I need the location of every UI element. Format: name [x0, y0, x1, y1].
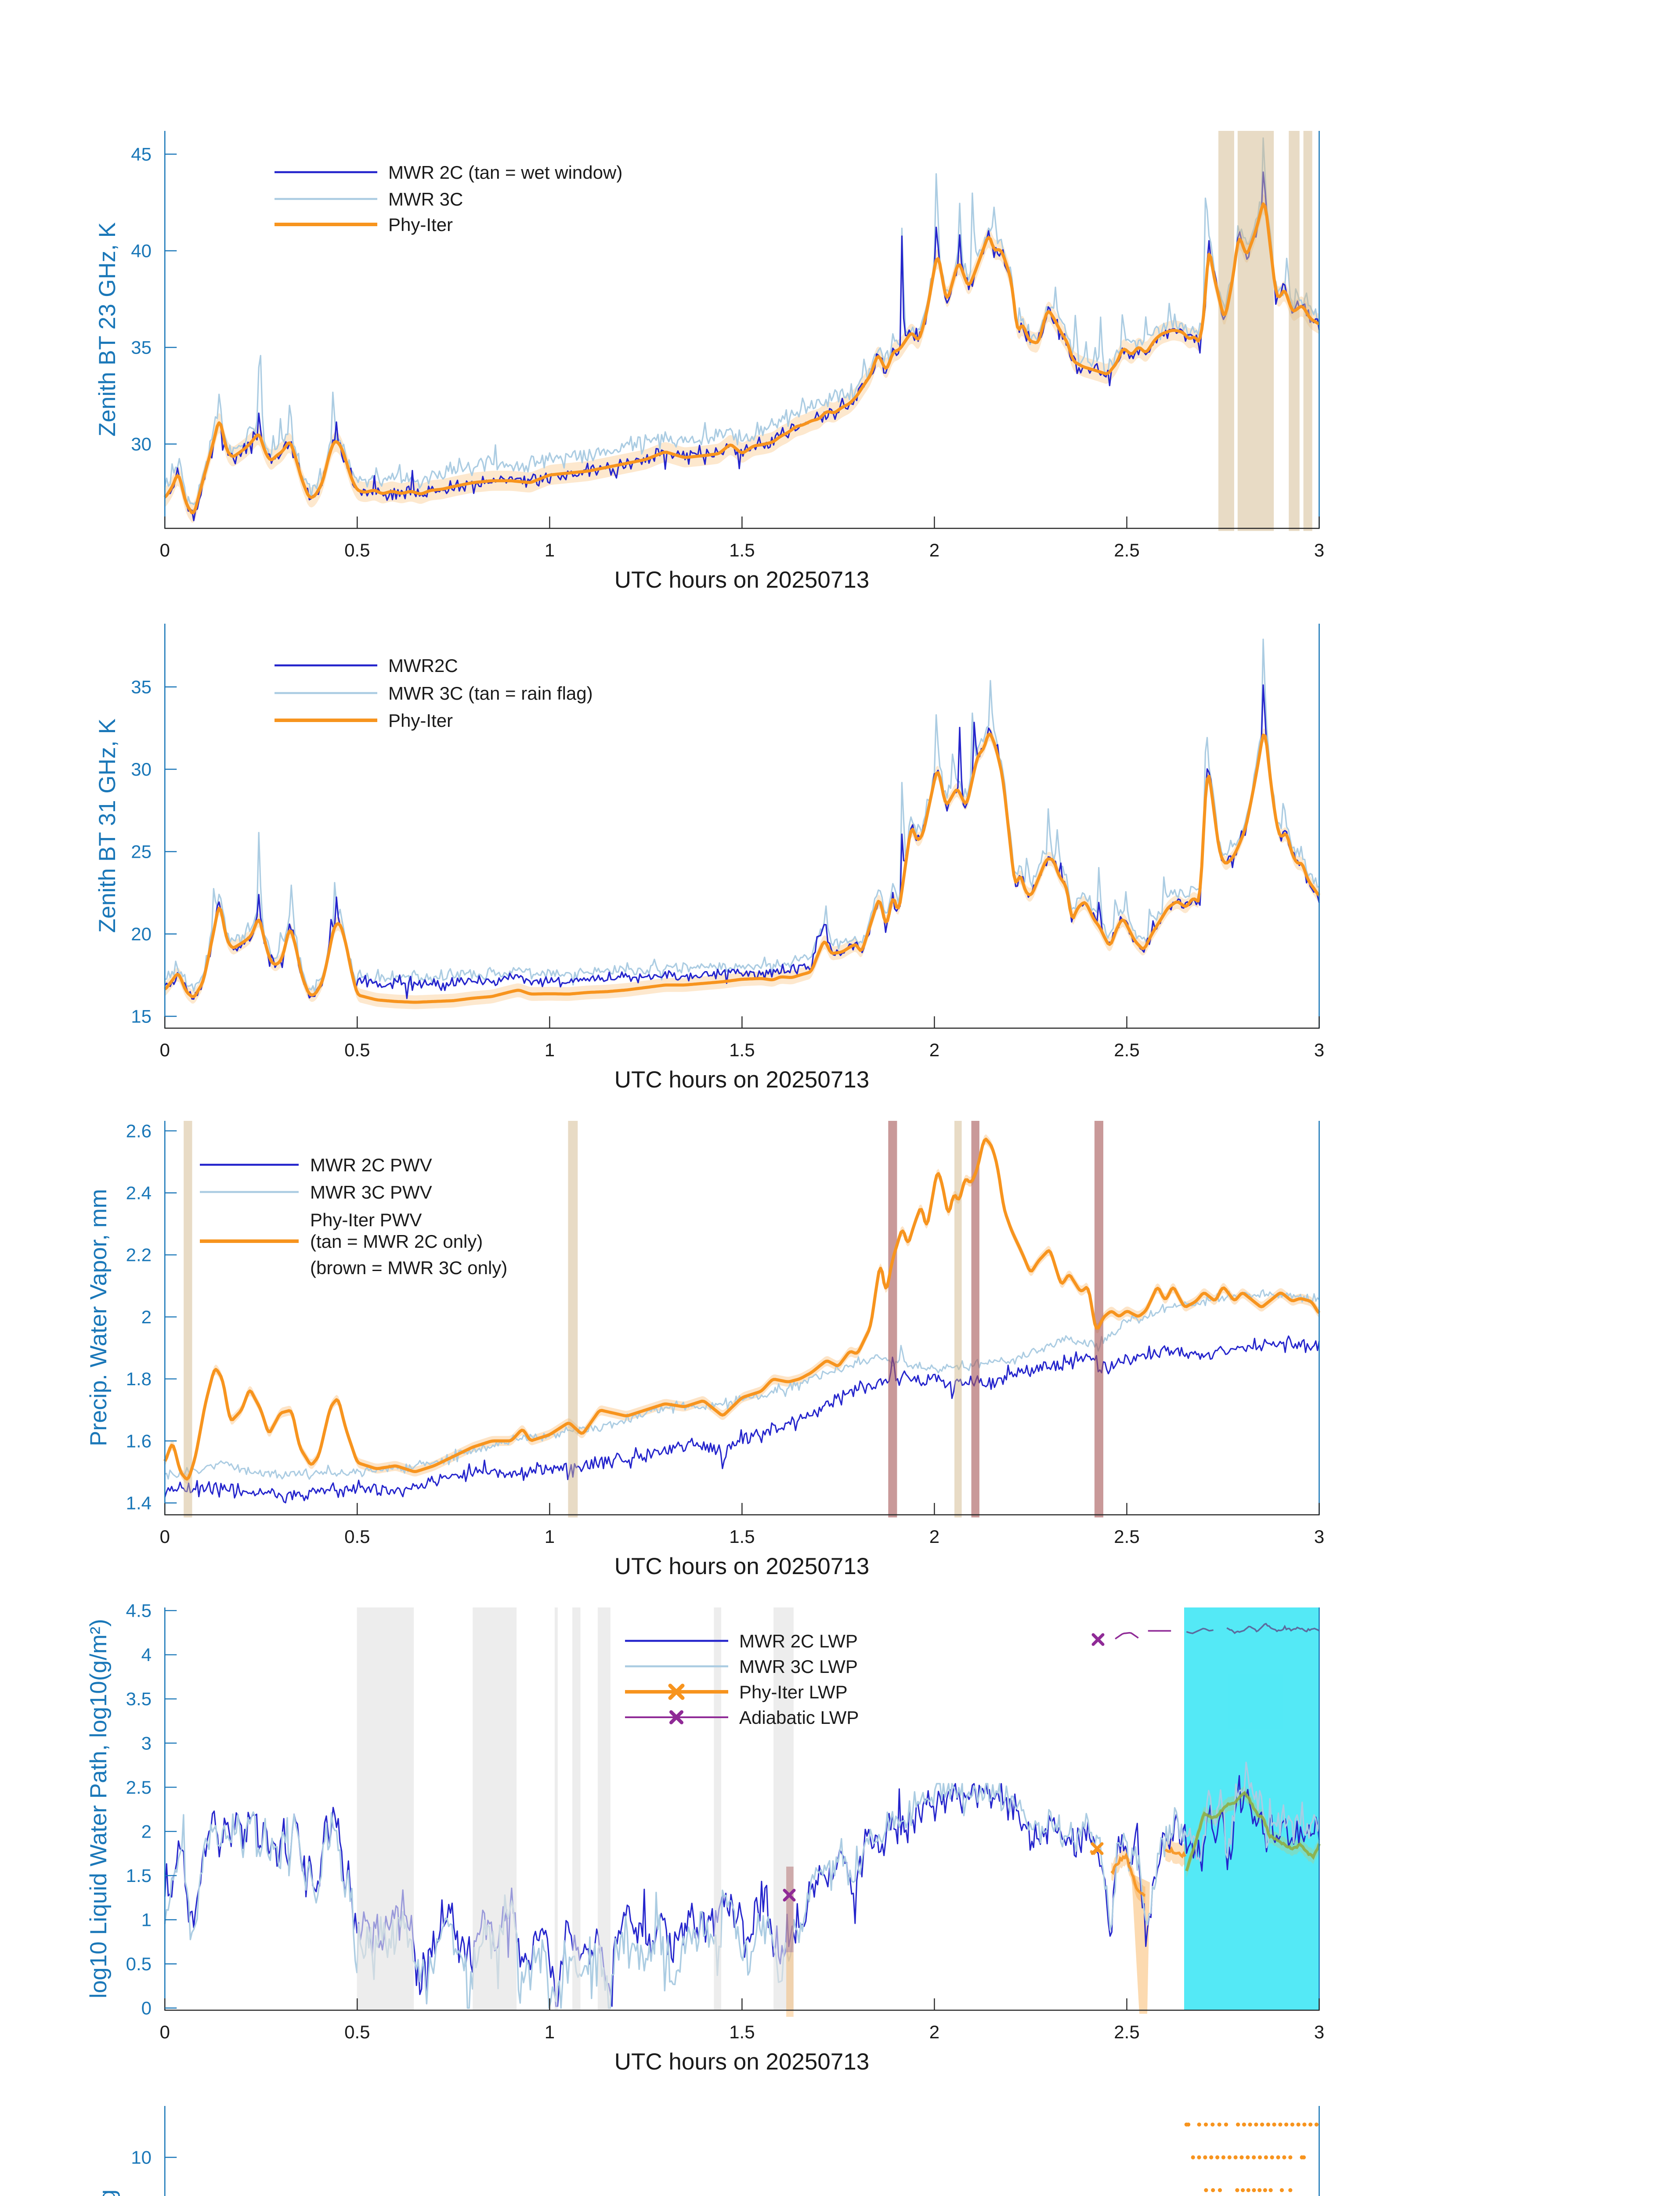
svg-text:1.5: 1.5 [729, 540, 755, 560]
svg-text:0.5: 0.5 [126, 1954, 152, 1974]
svg-text:MWR 3C (tan = rain flag): MWR 3C (tan = rain flag) [388, 683, 593, 704]
svg-text:0: 0 [160, 1526, 170, 1547]
svg-text:Phy-Iter LWP: Phy-Iter LWP [739, 1682, 848, 1702]
svg-text:(tan = MWR 2C only): (tan = MWR 2C only) [310, 1231, 483, 1252]
svg-text:3.5: 3.5 [126, 1689, 152, 1709]
svg-text:30: 30 [131, 434, 152, 455]
svg-text:4: 4 [141, 1644, 152, 1665]
svg-text:UTC hours on 20250713: UTC hours on 20250713 [614, 1067, 869, 1093]
svg-text:1: 1 [545, 1526, 555, 1547]
svg-text:1: 1 [545, 540, 555, 560]
svg-text:0.5: 0.5 [344, 2022, 370, 2042]
svg-text:4.5: 4.5 [126, 1600, 152, 1621]
svg-text:1.8: 1.8 [126, 1369, 152, 1389]
svg-text:MWR 3C PWV: MWR 3C PWV [310, 1182, 432, 1203]
svg-text:25: 25 [131, 842, 152, 862]
svg-text:log10 Liquid Water Path, log10: log10 Liquid Water Path, log10(g/m²) [86, 1619, 112, 1998]
svg-text:1: 1 [545, 1040, 555, 1060]
svg-text:0: 0 [160, 540, 170, 560]
svg-text:1: 1 [141, 1910, 152, 1930]
svg-text:2.5: 2.5 [1114, 2022, 1139, 2042]
svg-text:10: 10 [131, 2147, 152, 2168]
svg-text:0.5: 0.5 [344, 1040, 370, 1060]
svg-text:0: 0 [160, 2022, 170, 2042]
svg-text:MWR Phy Iter DQ Flag: MWR Phy Iter DQ Flag [94, 2189, 120, 2196]
svg-text:2: 2 [929, 1040, 939, 1060]
svg-text:2.5: 2.5 [1114, 1040, 1139, 1060]
svg-text:1.5: 1.5 [729, 1526, 755, 1547]
svg-text:UTC hours on 20250713: UTC hours on 20250713 [614, 1553, 869, 1579]
svg-text:3: 3 [1314, 1040, 1324, 1060]
svg-text:2.4: 2.4 [126, 1183, 152, 1203]
svg-text:2: 2 [141, 1821, 152, 1842]
svg-text:MWR 2C LWP: MWR 2C LWP [739, 1631, 858, 1651]
svg-text:1.4: 1.4 [126, 1493, 152, 1513]
svg-text:15: 15 [131, 1006, 152, 1027]
svg-text:1: 1 [545, 2022, 555, 2042]
svg-text:Zenith BT 31 GHz, K: Zenith BT 31 GHz, K [94, 719, 120, 933]
svg-text:30: 30 [131, 759, 152, 780]
svg-text:3: 3 [1314, 2022, 1324, 2042]
svg-text:Adiabatic LWP: Adiabatic LWP [739, 1707, 859, 1728]
svg-text:0.5: 0.5 [344, 540, 370, 560]
svg-text:2.5: 2.5 [1114, 1526, 1139, 1547]
svg-text:2.6: 2.6 [126, 1120, 152, 1141]
svg-text:2: 2 [929, 1526, 939, 1547]
svg-text:3: 3 [1314, 540, 1324, 560]
svg-text:MWR 3C: MWR 3C [388, 189, 463, 209]
svg-text:Precip. Water Vapor, mm: Precip. Water Vapor, mm [86, 1189, 112, 1446]
svg-text:2: 2 [929, 2022, 939, 2042]
svg-text:Zenith BT 23 GHz, K: Zenith BT 23 GHz, K [94, 222, 120, 437]
svg-text:MWR 2C PWV: MWR 2C PWV [310, 1155, 432, 1175]
svg-text:UTC hours on 20250713: UTC hours on 20250713 [614, 2049, 869, 2075]
svg-text:2: 2 [929, 540, 939, 560]
svg-text:MWR 3C LWP: MWR 3C LWP [739, 1656, 858, 1677]
svg-text:2.5: 2.5 [126, 1777, 152, 1798]
svg-text:Phy-Iter PWV: Phy-Iter PWV [310, 1210, 422, 1230]
svg-text:MWR2C: MWR2C [388, 655, 458, 676]
svg-text:1.5: 1.5 [126, 1865, 152, 1886]
svg-text:40: 40 [131, 241, 152, 261]
svg-text:1.6: 1.6 [126, 1430, 152, 1451]
svg-text:0.5: 0.5 [344, 1526, 370, 1547]
svg-text:UTC hours on 20250713: UTC hours on 20250713 [614, 567, 869, 593]
svg-text:2.2: 2.2 [126, 1245, 152, 1265]
svg-text:2.5: 2.5 [1114, 540, 1139, 560]
svg-text:20: 20 [131, 924, 152, 944]
svg-text:2: 2 [141, 1307, 152, 1327]
svg-text:0: 0 [141, 1998, 152, 2019]
svg-text:Phy-Iter: Phy-Iter [388, 214, 453, 235]
svg-text:35: 35 [131, 337, 152, 358]
svg-text:0: 0 [160, 1040, 170, 1060]
svg-text:1.5: 1.5 [729, 2022, 755, 2042]
svg-text:MWR 2C (tan = wet window): MWR 2C (tan = wet window) [388, 162, 622, 183]
svg-text:35: 35 [131, 677, 152, 697]
svg-text:Phy-Iter: Phy-Iter [388, 710, 453, 731]
svg-text:1.5: 1.5 [729, 1040, 755, 1060]
svg-text:3: 3 [1314, 1526, 1324, 1547]
svg-text:45: 45 [131, 144, 152, 165]
svg-text:(brown = MWR 3C only): (brown = MWR 3C only) [310, 1257, 507, 1278]
svg-text:3: 3 [141, 1733, 152, 1753]
